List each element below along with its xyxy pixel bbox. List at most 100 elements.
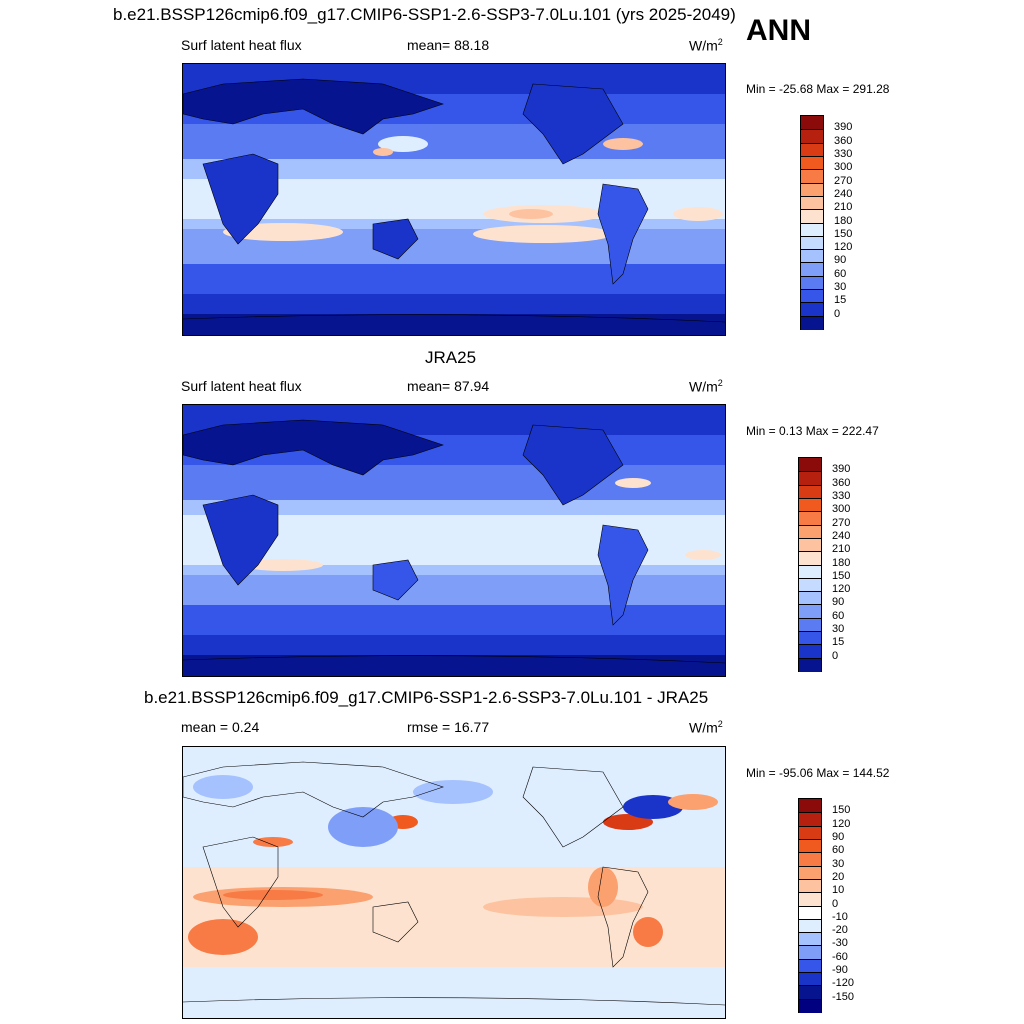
panel-diff-units: W/m2	[689, 719, 723, 736]
colorbar-swatch	[799, 945, 821, 960]
colorbar-swatch	[799, 577, 821, 592]
colorbar-swatch	[801, 169, 823, 184]
colorbar-tick-label: 0	[832, 649, 839, 662]
colorbar-swatch	[801, 129, 823, 144]
colorbar-swatch	[799, 617, 821, 632]
colorbar-tick-label: 330	[834, 147, 853, 160]
colorbar-swatch	[801, 142, 823, 157]
colorbar-swatch	[799, 825, 821, 840]
colorbar-swatch	[801, 155, 823, 170]
panel-obs-minmax: Min = 0.13 Max = 222.47	[746, 424, 879, 438]
panel-diff-mean: mean = 0.24	[181, 719, 260, 735]
colorbar-swatch	[799, 564, 821, 579]
panel-obs-units: W/m2	[689, 378, 723, 395]
colorbar-swatch	[801, 222, 823, 237]
panel-model-units: W/m2	[689, 37, 723, 54]
colorbar-swatch	[801, 195, 823, 210]
colorbar-tick-label: 390	[834, 121, 853, 134]
colorbar-tick-label: 210	[832, 543, 851, 556]
colorbar-swatch	[799, 865, 821, 880]
panel-obs-mean: mean= 87.94	[407, 378, 490, 394]
colorbar-swatch	[799, 471, 821, 486]
colorbar-tick-label: 0	[832, 897, 839, 910]
colorbar-swatch	[799, 918, 821, 933]
colorbar-swatch	[799, 511, 821, 526]
colorbar-swatch	[801, 275, 823, 290]
colorbar-tick-label: 15	[832, 636, 845, 649]
panel-model-colorbar	[800, 115, 824, 330]
colorbar-swatch	[799, 972, 821, 986]
colorbar-tick-label: -30	[832, 937, 848, 950]
colorbar-tick-label: 120	[832, 583, 851, 596]
panel-diff-map	[182, 746, 726, 1019]
colorbar-tick-label: 330	[832, 489, 851, 502]
colorbar-swatch	[801, 315, 823, 330]
colorbar-tick-label: 300	[834, 161, 853, 174]
colorbar-tick-label: 60	[834, 267, 847, 280]
season-label: ANN	[746, 14, 811, 47]
colorbar-tick-label: 30	[832, 857, 845, 870]
panel-model-minmax: Min = -25.68 Max = 291.28	[746, 82, 890, 96]
colorbar-tick-label: 240	[832, 529, 851, 542]
colorbar-tick-label: 90	[834, 254, 847, 267]
colorbar-swatch	[799, 497, 821, 512]
colorbar-tick-label: 120	[832, 817, 851, 830]
colorbar-swatch	[799, 458, 821, 472]
figure-title: b.e21.BSSP126cmip6.f09_g17.CMIP6-SSP1-2.…	[113, 5, 736, 24]
colorbar-tick-label: 270	[834, 174, 853, 187]
colorbar-tick-label: 90	[832, 596, 845, 609]
colorbar-tick-label: 0	[834, 307, 841, 320]
colorbar-tick-label: -60	[832, 950, 848, 963]
colorbar-tick-label: 300	[832, 503, 851, 516]
colorbar-tick-label: 270	[832, 516, 851, 529]
colorbar-swatch	[799, 604, 821, 619]
panel-model-mean: mean= 88.18	[407, 37, 490, 53]
panel-model-map	[182, 63, 726, 336]
panel-diff-colorbar	[798, 798, 822, 1013]
colorbar-swatch	[799, 537, 821, 552]
colorbar-swatch	[801, 235, 823, 250]
colorbar-tick-label: 30	[834, 281, 847, 294]
colorbar-swatch	[801, 182, 823, 197]
colorbar-swatch	[799, 484, 821, 499]
colorbar-tick-label: 15	[834, 294, 847, 307]
panel-diff-minmax: Min = -95.06 Max = 144.52	[746, 766, 890, 780]
colorbar-swatch	[799, 932, 821, 946]
colorbar-swatch	[801, 302, 823, 317]
colorbar-swatch	[799, 838, 821, 853]
colorbar-swatch	[801, 249, 823, 263]
colorbar-swatch	[801, 209, 823, 223]
colorbar-tick-label: 390	[832, 463, 851, 476]
colorbar-tick-label: 180	[834, 214, 853, 227]
colorbar-swatch	[799, 852, 821, 867]
colorbar-tick-label: 10	[832, 884, 845, 897]
colorbar-swatch	[799, 551, 821, 565]
colorbar-swatch	[799, 631, 821, 645]
colorbar-tick-label: -10	[832, 910, 848, 923]
colorbar-swatch	[799, 958, 821, 973]
colorbar-tick-label: 120	[834, 241, 853, 254]
colorbar-tick-label: -20	[832, 924, 848, 937]
colorbar-swatch	[799, 985, 821, 1000]
panel-model-variable: Surf latent heat flux	[181, 37, 302, 53]
colorbar-tick-label: 90	[832, 830, 845, 843]
colorbar-swatch	[801, 289, 823, 303]
colorbar-tick-label: -120	[832, 977, 855, 990]
colorbar-swatch	[799, 905, 821, 920]
colorbar-tick-label: 60	[832, 844, 845, 857]
colorbar-swatch	[799, 799, 821, 813]
colorbar-tick-label: 360	[832, 476, 851, 489]
colorbar-swatch	[801, 116, 823, 130]
colorbar-swatch	[799, 644, 821, 659]
colorbar-tick-label: 30	[832, 623, 845, 636]
panel-diff-title: b.e21.BSSP126cmip6.f09_g17.CMIP6-SSP1-2.…	[144, 688, 709, 707]
colorbar-tick-label: 150	[832, 569, 851, 582]
panel-obs-title: JRA25	[425, 348, 477, 367]
colorbar-tick-label: 60	[832, 609, 845, 622]
colorbar-tick-label: 240	[834, 187, 853, 200]
colorbar-tick-label: 150	[832, 804, 851, 817]
colorbar-tick-label: -150	[832, 990, 855, 1003]
colorbar-tick-label: 360	[834, 134, 853, 147]
colorbar-tick-label: 150	[834, 227, 853, 240]
colorbar-swatch	[799, 998, 821, 1013]
